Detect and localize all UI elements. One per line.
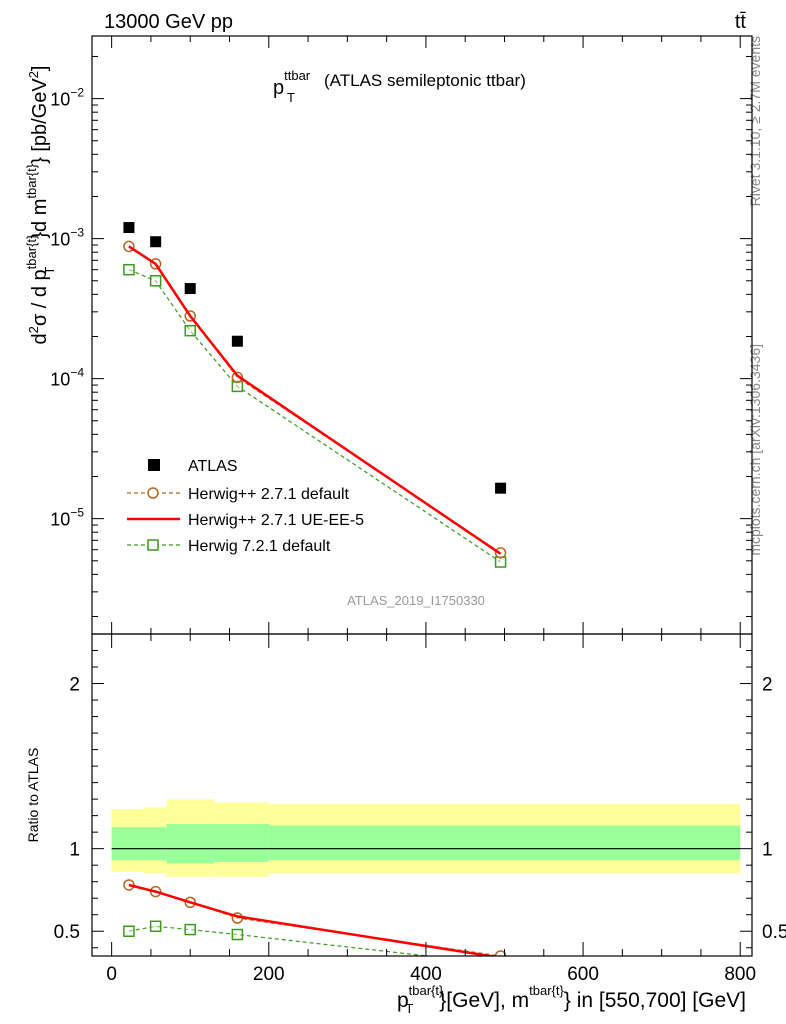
- chart-title-subscript: T: [287, 90, 295, 105]
- ratio-panel: 0.5 0.5 1 1 2 2 0 200 400 600 800 Ratio to ATLAS p…: [25, 633, 786, 1016]
- ratio-y-tick-label-right: 2: [762, 675, 773, 696]
- legend-label-herwig721: Herwig 7.2.1 default: [188, 538, 331, 555]
- main-series: [123, 222, 507, 568]
- ratio-y-tick-label: 0.5: [54, 922, 80, 943]
- ratio-band-inner: [143, 827, 167, 861]
- ratio-uncertainty-bands: [111, 799, 741, 877]
- ratio-series: [123, 879, 507, 969]
- ratio-series-line-herwig721: [128, 925, 433, 956]
- header-energy-label: 13000 GeV pp: [104, 11, 233, 33]
- main-point-herwig721: [149, 275, 162, 287]
- main-y-axis-label: d2σ / d ptbar{t}T}d mtbar{t}} [pb/GeV2]: [24, 66, 57, 345]
- ratio-band-inner: [166, 823, 214, 864]
- main-point-atlas: [184, 283, 196, 295]
- main-point-atlas: [123, 222, 135, 234]
- analysis-id-label: ATLAS_2019_I1750330: [347, 593, 485, 608]
- legend-label-atlas: ATLAS: [188, 458, 238, 475]
- ratio-y-tick-label: 2: [69, 675, 80, 696]
- legend-label-herwigpp-ueee5: Herwig++ 2.7.1 UE-EE-5: [188, 512, 364, 529]
- main-point-herwig721: [231, 380, 244, 393]
- x-axis-label: ptbar{t} T}[GeV], mtbar{t}} in [550,700] …: [397, 983, 746, 1016]
- main-point-herwig721: [494, 556, 507, 568]
- ratio-y-tick-label: 1: [69, 840, 80, 861]
- ratio-panel-frame: [91, 633, 753, 957]
- x-tick-label: 400: [410, 964, 442, 985]
- main-y-tick-label: 10−2: [50, 86, 84, 110]
- ratio-point-herwigpp-default: [494, 950, 507, 956]
- ratio-band-inner: [268, 825, 741, 861]
- main-y-ticks: 10−2 10−3 10−4 10−5: [50, 36, 752, 634]
- ratio-point-herwig721: [149, 920, 162, 933]
- main-point-atlas: [495, 482, 507, 494]
- x-tick-label: 800: [724, 964, 756, 985]
- legend-marker-herwigpp-default: [147, 487, 159, 499]
- main-panel: 10−2 10−3 10−4 10−5 pttbar T (ATLAS semilept…: [24, 35, 753, 635]
- rivet-version-label: Rivet 3.1.10, ≥ 2.7M events: [747, 36, 763, 206]
- x-tick-label: 200: [253, 964, 285, 985]
- main-point-herwig721: [184, 324, 196, 337]
- x-tick-label: 600: [567, 964, 599, 985]
- ratio-band-inner: [213, 823, 269, 862]
- ratio-series-line-herwigpp-default: [128, 884, 501, 956]
- legend: ATLAS Herwig++ 2.7.1 default Herwig++ 2.…: [127, 458, 364, 555]
- chart-title-superscript: ttbar: [284, 68, 311, 83]
- main-point-herwigpp-default: [231, 371, 244, 384]
- ratio-point-herwig721: [231, 928, 244, 941]
- legend-marker-atlas: [148, 459, 160, 471]
- chart-title-description: (ATLAS semileptonic ttbar): [324, 71, 526, 90]
- ratio-y-tick-label-right: 0.5: [762, 922, 786, 943]
- chart-title-p: p: [273, 77, 284, 99]
- main-point-herwig721: [123, 263, 135, 276]
- main-y-tick-label: 10−4: [50, 366, 84, 390]
- header-process-label: tt̄: [735, 11, 747, 33]
- main-series-line-herwig721: [128, 269, 501, 563]
- legend-label-herwigpp-default: Herwig++ 2.7.1 default: [188, 486, 350, 503]
- ratio-series-line-herwigpp-ueee5: [128, 883, 498, 956]
- main-y-tick-label: 10−5: [50, 506, 84, 530]
- main-series-line-herwigpp-default: [128, 245, 501, 554]
- ratio-band-inner: [111, 827, 144, 861]
- x-tick-label: 0: [106, 964, 117, 985]
- chart-title: pttbar T: [273, 68, 311, 105]
- main-point-atlas: [231, 335, 243, 347]
- main-point-atlas: [150, 236, 162, 248]
- main-series-line-herwigpp-ueee5: [128, 245, 502, 555]
- ratio-axis-ticks: 0.5 0.5 1 1 2 2 0 200 400 600 800: [54, 633, 786, 985]
- ratio-y-tick-label-right: 1: [762, 840, 773, 861]
- mcplots-label: mcplots.cern.ch [arXiv:1306.3436]: [747, 344, 763, 556]
- ratio-point-herwig721: [123, 925, 135, 937]
- ratio-y-axis-label: Ratio to ATLAS: [25, 748, 41, 843]
- main-y-tick-label: 10−3: [50, 226, 84, 250]
- ratio-point-herwig721: [496, 959, 506, 969]
- legend-marker-herwig721: [147, 539, 159, 551]
- ratio-point-herwig721: [184, 923, 196, 936]
